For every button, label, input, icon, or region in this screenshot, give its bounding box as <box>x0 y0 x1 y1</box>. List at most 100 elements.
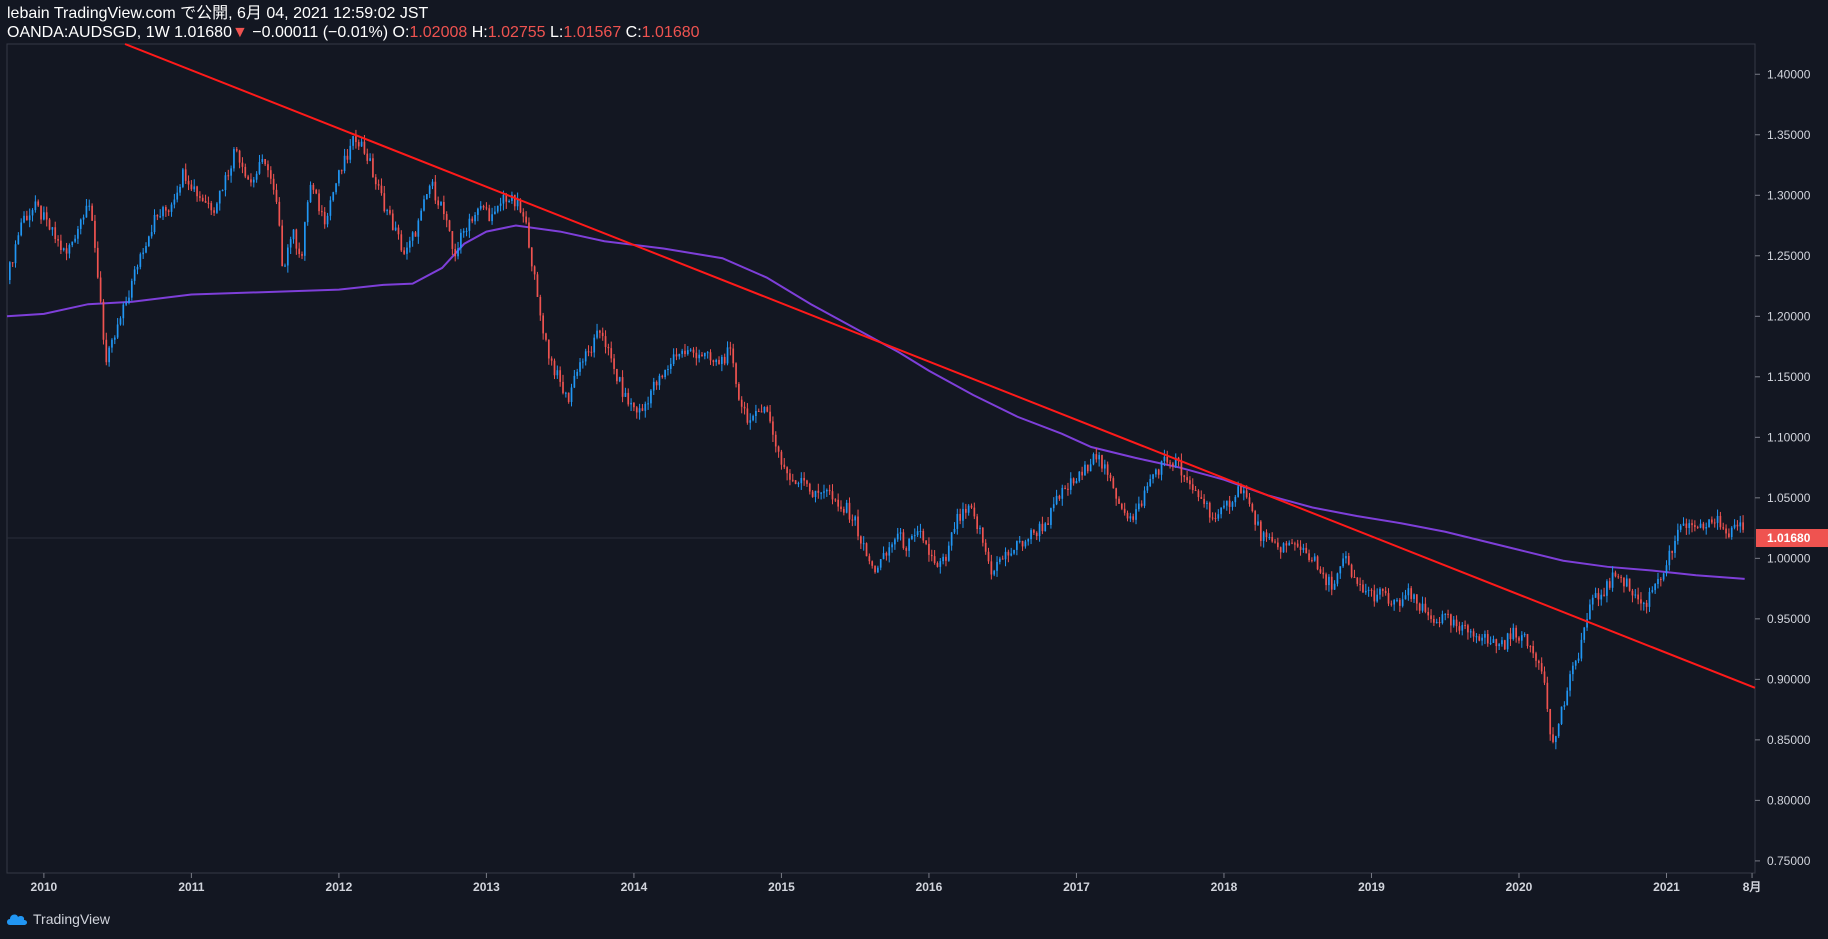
candle-body <box>363 141 366 154</box>
candle-body <box>1359 583 1361 585</box>
time-tick-label: 2011 <box>178 880 204 894</box>
price-axis[interactable]: 1.40000 1.35000 1.30000 1.25000 1.20000 1.150… <box>1755 67 1811 868</box>
candle-body <box>48 219 51 230</box>
candle <box>457 241 459 260</box>
candle <box>533 265 536 280</box>
tradingview-logo[interactable]: TradingView <box>6 911 110 927</box>
candle-body <box>726 347 729 364</box>
candle <box>1265 529 1268 542</box>
candle-body <box>1180 460 1183 476</box>
time-axis[interactable]: 2010 2011 2012 2013 2014 2015 2016 2017 2018 2019… <box>31 873 1762 894</box>
candle-body <box>335 183 337 193</box>
candle-body <box>757 410 760 412</box>
candle <box>984 539 987 555</box>
candle-body <box>1572 665 1574 675</box>
candle-body <box>564 392 567 394</box>
candle-body <box>96 247 99 278</box>
candle <box>516 192 519 211</box>
candle-body <box>621 377 624 397</box>
candle <box>295 228 298 255</box>
candle-body <box>877 567 879 573</box>
candle <box>389 205 391 216</box>
candle <box>1251 502 1254 513</box>
candle-body <box>1328 576 1330 586</box>
candle <box>820 492 822 500</box>
candle-body <box>984 542 987 552</box>
candle <box>428 184 431 199</box>
candle <box>1342 553 1344 568</box>
price-tick-label: 1.30000 <box>1767 188 1811 202</box>
candle <box>241 157 244 174</box>
candle-body <box>235 149 238 151</box>
candle-body <box>485 207 488 209</box>
candle <box>165 205 167 217</box>
candle <box>882 546 885 560</box>
candle <box>1381 588 1384 597</box>
candle <box>1418 602 1421 614</box>
candle-body <box>1228 500 1231 507</box>
candle <box>800 472 803 490</box>
candle <box>1495 638 1498 654</box>
candle-body <box>1200 497 1203 499</box>
candle <box>304 221 306 261</box>
open-value: 1.02008 <box>409 24 468 41</box>
tradingview-cloud-icon <box>7 914 27 925</box>
candle <box>1214 512 1217 523</box>
candle-body <box>570 387 573 402</box>
candle-body <box>65 248 68 254</box>
candle <box>1518 636 1520 644</box>
plot-area[interactable] <box>6 43 1756 874</box>
candle-body <box>1586 619 1588 628</box>
candle-body <box>1543 671 1546 683</box>
candle-body <box>462 231 465 233</box>
candle-body <box>1356 577 1359 584</box>
candle <box>286 244 289 273</box>
candle <box>783 458 786 470</box>
price-tick-label: 1.15000 <box>1767 370 1811 384</box>
candle-body <box>391 213 394 231</box>
candle <box>434 175 437 204</box>
candle-body <box>505 194 508 202</box>
candle <box>845 499 848 514</box>
symbol-label[interactable]: OANDA:AUDSGD, 1W <box>7 24 170 41</box>
candle-body <box>953 528 956 533</box>
candle-body <box>122 304 125 319</box>
candle-body <box>658 375 661 386</box>
candle <box>1376 588 1378 603</box>
candle-body <box>1078 471 1081 481</box>
candle <box>238 149 241 169</box>
candle <box>1654 583 1656 594</box>
candle <box>443 195 445 220</box>
candle <box>1035 531 1038 541</box>
candle-body <box>468 218 471 231</box>
brand-label: TradingView <box>33 911 111 927</box>
candle <box>1163 449 1166 467</box>
candle-body <box>1064 487 1066 489</box>
candle <box>1625 574 1628 588</box>
candle-body <box>854 516 857 521</box>
candle <box>942 553 944 565</box>
candle-body <box>1033 530 1035 533</box>
candle <box>990 554 993 580</box>
candle <box>1611 566 1614 592</box>
candle-body <box>964 508 967 513</box>
candle <box>860 535 862 550</box>
candle-body <box>1552 734 1554 743</box>
candle <box>437 196 440 209</box>
candle <box>760 404 763 413</box>
candle <box>440 201 442 206</box>
candle <box>1086 464 1089 474</box>
candle <box>417 218 420 244</box>
price-tick-label: 1.40000 <box>1767 67 1811 81</box>
candle-body <box>618 377 621 382</box>
candle-body <box>760 411 763 413</box>
candle <box>953 522 956 534</box>
candle <box>1563 701 1566 710</box>
candle <box>130 278 133 301</box>
candle-body <box>147 236 150 247</box>
candle <box>996 556 998 577</box>
candle-body <box>1010 553 1013 556</box>
candle <box>1435 618 1438 624</box>
candle <box>1356 577 1359 587</box>
